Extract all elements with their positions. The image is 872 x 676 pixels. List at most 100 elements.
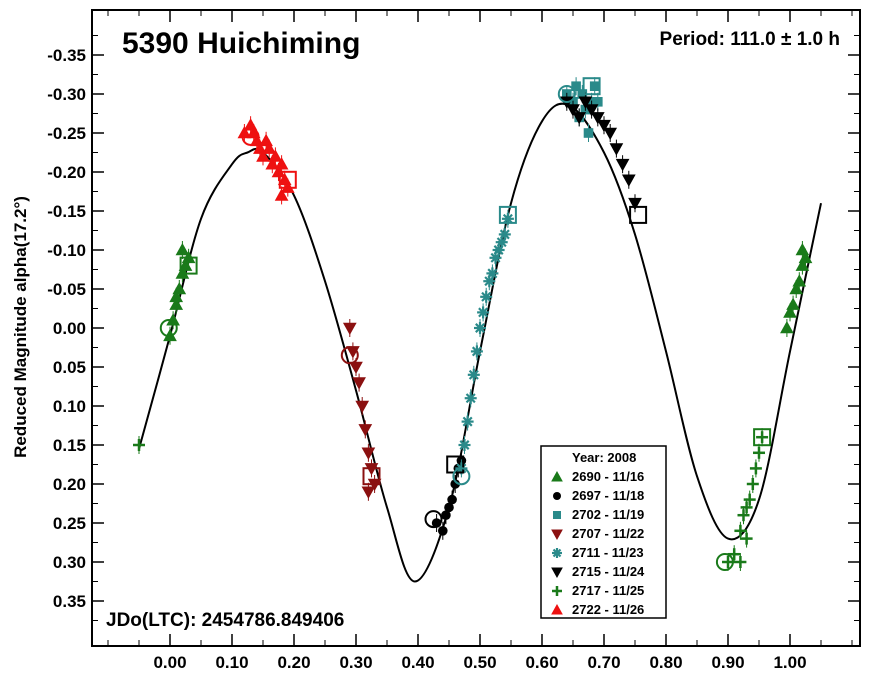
x-tick-label: 0.40 bbox=[401, 653, 434, 672]
data-point bbox=[615, 158, 630, 172]
data-point bbox=[728, 548, 741, 561]
y-tick-label: -0.20 bbox=[47, 163, 86, 182]
legend-label: 2717 - 11/25 bbox=[572, 583, 644, 598]
asterisk-stroke bbox=[499, 229, 510, 240]
x-tick-label: 0.90 bbox=[711, 653, 744, 672]
asterisk-stroke bbox=[459, 440, 470, 450]
y-tick-label: -0.15 bbox=[47, 202, 86, 221]
data-point bbox=[740, 532, 753, 545]
asterisk-stroke bbox=[502, 213, 513, 224]
data-point bbox=[438, 526, 448, 536]
data-point bbox=[480, 290, 493, 303]
session-end-marker bbox=[629, 205, 648, 224]
data-point bbox=[584, 104, 599, 117]
data-point bbox=[355, 400, 370, 414]
y-tick-label: 0.15 bbox=[53, 436, 86, 455]
series-group bbox=[455, 209, 514, 478]
y-tick-label: -0.05 bbox=[47, 280, 86, 299]
legend-box bbox=[540, 445, 667, 619]
legend-title: Year: 2008 bbox=[572, 450, 636, 465]
x-tick-label: 0.50 bbox=[463, 653, 496, 672]
data-point bbox=[262, 141, 277, 154]
data-point bbox=[737, 509, 750, 522]
session-start-marker bbox=[159, 319, 178, 337]
data-point bbox=[444, 502, 454, 513]
data-point bbox=[458, 439, 471, 451]
legend-label: 2690 - 11/16 bbox=[572, 469, 644, 484]
y-tick-labels: -0.35 -0.30 -0.25 -0.20 -0.15 -0.10 -0.05 0.00 0… bbox=[47, 46, 86, 611]
asterisk-stroke bbox=[465, 393, 476, 404]
data-point bbox=[792, 274, 807, 287]
session-end-marker bbox=[362, 467, 381, 486]
data-point bbox=[274, 157, 289, 170]
series-group bbox=[237, 116, 295, 205]
session-start-marker bbox=[340, 346, 359, 365]
data-point bbox=[743, 493, 756, 506]
chart-title: 5390 Huichiming bbox=[122, 27, 360, 60]
session-end-marker bbox=[179, 256, 198, 275]
data-point bbox=[361, 486, 376, 499]
asterisk-stroke bbox=[462, 416, 473, 427]
y-tick-label: 0.25 bbox=[53, 514, 86, 533]
data-point bbox=[461, 415, 474, 428]
data-point bbox=[464, 392, 477, 405]
x-tick-label: 0.60 bbox=[525, 653, 558, 672]
axis-ticks bbox=[92, 10, 860, 646]
session-start-marker bbox=[557, 85, 576, 103]
session-start-marker bbox=[452, 467, 471, 486]
series-group bbox=[133, 428, 769, 571]
legend-label: 2711 - 11/23 bbox=[572, 545, 644, 560]
data-point bbox=[441, 510, 451, 520]
data-point bbox=[603, 127, 618, 141]
asterisk-stroke bbox=[468, 369, 479, 380]
period-label: Period: 111.0 ± 1.0 h bbox=[660, 29, 840, 50]
data-point bbox=[578, 96, 593, 109]
data-point bbox=[577, 89, 588, 99]
data-point bbox=[467, 368, 480, 381]
data-point bbox=[597, 119, 611, 133]
asterisk-stroke bbox=[478, 307, 489, 318]
y-tick-label: -0.10 bbox=[47, 241, 86, 260]
legend-marker bbox=[553, 511, 561, 519]
data-point bbox=[734, 524, 747, 537]
y-tick-label: 0.35 bbox=[53, 592, 86, 611]
x-tick-label: 0.00 bbox=[153, 653, 186, 672]
legend-marker bbox=[551, 470, 563, 482]
legend-label: 2715 - 11/24 bbox=[572, 564, 645, 579]
y-tick-label: 0.20 bbox=[53, 475, 86, 494]
session-end-marker bbox=[753, 428, 772, 447]
y-tick-label: 0.05 bbox=[53, 358, 86, 377]
x-tick-label: 0.70 bbox=[587, 653, 620, 672]
y-tick-label: 0.10 bbox=[53, 397, 86, 416]
data-point bbox=[756, 431, 769, 444]
series-group bbox=[431, 451, 467, 540]
data-point bbox=[358, 424, 373, 437]
asterisk-stroke bbox=[552, 548, 562, 558]
legend-marker bbox=[551, 603, 563, 615]
data-point bbox=[175, 242, 190, 256]
x-tick-label: 1.00 bbox=[773, 653, 806, 672]
data-point bbox=[447, 494, 457, 505]
data-point bbox=[169, 289, 184, 303]
x-tick-label: 0.10 bbox=[215, 653, 248, 672]
data-point bbox=[753, 446, 765, 459]
data-point bbox=[571, 81, 581, 91]
legend-marker bbox=[552, 548, 562, 558]
session-end-marker bbox=[582, 77, 601, 96]
data-point bbox=[780, 320, 794, 334]
data-point bbox=[268, 149, 283, 162]
data-point bbox=[621, 174, 636, 187]
legend-label: 2697 - 11/18 bbox=[572, 488, 644, 503]
data-point bbox=[256, 149, 270, 162]
data-point bbox=[486, 267, 499, 280]
legend-marker bbox=[552, 586, 562, 596]
asterisk-stroke bbox=[471, 346, 482, 357]
session-start-marker bbox=[241, 127, 260, 146]
data-point bbox=[795, 242, 810, 256]
data-point bbox=[583, 128, 594, 138]
data-point bbox=[133, 439, 145, 451]
session-end-marker bbox=[278, 170, 297, 189]
data-point bbox=[474, 322, 486, 334]
data-point bbox=[361, 447, 376, 460]
